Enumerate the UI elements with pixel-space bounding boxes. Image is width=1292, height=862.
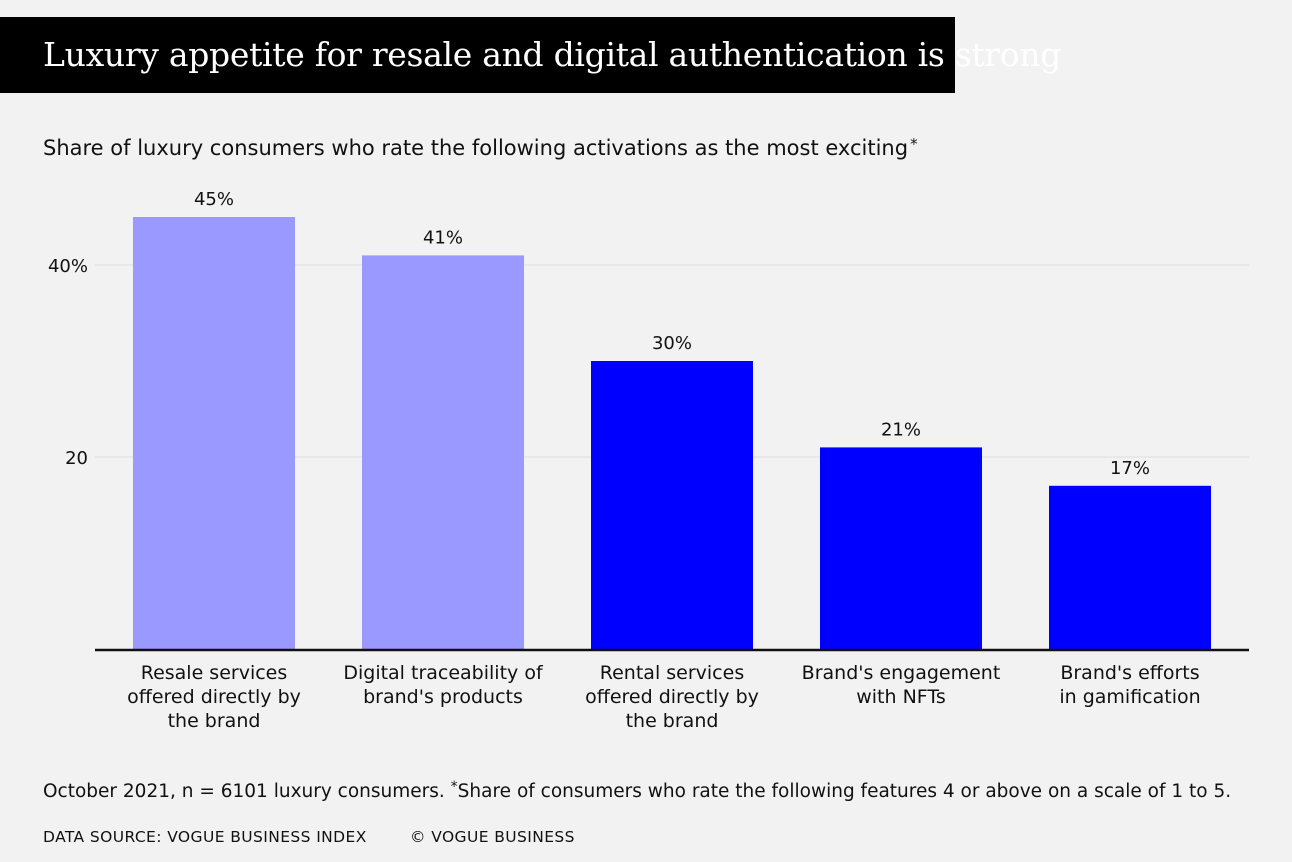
bar-5: [1049, 485, 1211, 649]
bar-3: [591, 361, 753, 649]
y-tick-label-40: 40%: [48, 256, 88, 277]
chart-subtitle: Share of luxury consumers who rate the f…: [43, 128, 918, 164]
category-label-2: Digital traceability of brand's products: [343, 662, 544, 708]
title-bar: Luxury appetite for resale and digital a…: [0, 17, 1062, 93]
chart-title: Luxury appetite for resale and digital a…: [43, 35, 1062, 74]
category-label-line: the brand: [626, 710, 719, 732]
data-label-5: 17%: [1110, 458, 1150, 479]
category-label-4: Brand's engagement with NFTs: [802, 662, 1001, 708]
data-source: DATA SOURCE: VOGUE BUSINESS INDEX: [43, 828, 367, 846]
category-label-line: offered directly by: [585, 686, 759, 708]
subtitle-footnote-marker: *: [910, 135, 918, 153]
category-label-line: offered directly by: [127, 686, 301, 708]
category-label-line: Brand's efforts: [1060, 662, 1199, 684]
bars: [133, 217, 1211, 649]
footnote-prefix: October 2021, n = 6101 luxury consumers.: [43, 781, 451, 802]
footnote: October 2021, n = 6101 luxury consumers.…: [43, 772, 1231, 807]
data-labels: 45% 41% 30% 21% 17%: [194, 189, 1150, 479]
data-label-2: 41%: [423, 227, 463, 248]
category-label-line: with NFTs: [856, 686, 946, 708]
bar-4: [820, 447, 982, 649]
y-tick-label-20: 20: [65, 448, 88, 469]
data-label-4: 21%: [881, 419, 921, 440]
category-label-5: Brand's efforts in gamification: [1059, 662, 1200, 708]
data-label-1: 45%: [194, 189, 234, 210]
bar-1: [133, 217, 295, 649]
category-label-line: Resale services: [141, 662, 288, 684]
category-label-line: in gamification: [1059, 686, 1200, 708]
category-label-line: Rental services: [600, 662, 744, 684]
footnote-marker: *: [450, 779, 458, 795]
category-label-line: brand's products: [363, 686, 523, 708]
copyright: © VOGUE BUSINESS: [410, 828, 575, 846]
bar-2: [362, 255, 524, 649]
category-label-line: Digital traceability of: [343, 662, 544, 684]
chart-subtitle-text: Share of luxury consumers who rate the f…: [43, 136, 909, 160]
category-label-line: the brand: [168, 710, 261, 732]
category-label-1: Resale services offered directly by the br…: [127, 662, 301, 732]
data-label-3: 30%: [652, 333, 692, 354]
category-label-line: Brand's engagement: [802, 662, 1001, 684]
footnote-text: Share of consumers who rate the followin…: [457, 781, 1232, 802]
category-label-3: Rental services offered directly by the br…: [585, 662, 759, 732]
